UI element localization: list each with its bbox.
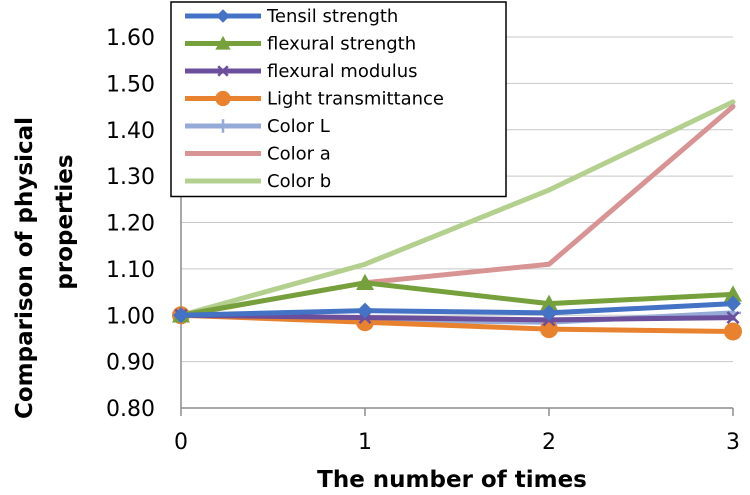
y-tick-label: 1.40 [106,119,155,144]
y-tick-label: 1.50 [106,72,155,97]
legend-item: Tensil strength [185,6,398,27]
legend-item: Color L [185,116,330,137]
x-tick-label: 1 [358,430,372,455]
tick-labels: 0.80 0.90 1.00 1.10 1.20 1.30 1.40 1.50 1.60 0 1 2 3 [106,26,740,455]
axes [180,37,734,416]
series-line [178,312,736,323]
legend: Tensil strength flexural strength flexural… [170,1,507,198]
y-axis-title-line-1: Comparison of physical [12,117,38,419]
y-axis-title-line-2: properties [52,154,78,289]
data-point [215,90,231,107]
y-tick-label: 1.20 [106,212,155,237]
legend-item: flexural strength [185,34,416,55]
legend-item: Color b [185,171,331,192]
legend-label: Color a [267,144,331,165]
data-point [216,119,230,133]
series-tensil-strength [173,295,741,324]
data-point [726,311,740,325]
data-point [173,307,189,324]
legend-label: Color b [267,171,331,192]
data-point [540,320,558,339]
x-tick-label: 0 [174,430,188,455]
y-tick-label: 1.00 [106,304,155,329]
series-line [178,99,736,318]
data-point [215,35,231,50]
data-point [541,304,557,321]
legend-label: Light transmittance [267,89,444,110]
x-tick-label: 3 [726,430,740,455]
data-point [724,285,742,302]
data-point [357,302,373,319]
series-line [178,280,736,318]
legend-label: flexural modulus [267,61,417,82]
axis-titles: The number of times Comparison of physic… [12,117,587,493]
y-tick-label: 1.10 [106,258,155,283]
legend-label: Tensil strength [266,6,398,27]
legend-item: Light transmittance [185,89,444,110]
series-line [178,301,736,318]
data-point [724,322,742,341]
y-tick-label: 1.60 [106,26,155,51]
data-point [216,9,230,23]
data-point [540,294,558,311]
data-point [217,65,229,77]
x-tick-label: 2 [542,430,556,455]
y-tick-label: 1.30 [106,165,155,190]
y-tick-label: 0.80 [106,397,155,422]
legend-item: flexural modulus [185,61,417,82]
series-lines [172,99,742,341]
data-point [725,295,741,312]
legend-item: Color a [185,144,331,165]
legend-label: Color L [267,116,330,137]
series-color-b [178,99,736,318]
legend-label: flexural strength [267,34,416,55]
data-point [356,273,374,290]
y-tick-label: 0.90 [106,351,155,376]
x-axis-title: The number of times [317,467,587,493]
